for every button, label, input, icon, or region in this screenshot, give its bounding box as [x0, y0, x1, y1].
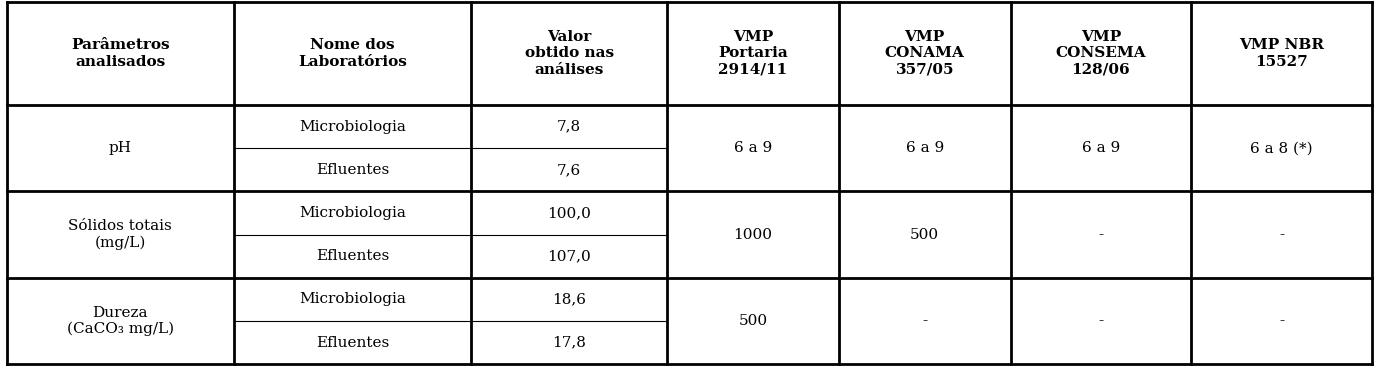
- Text: Parâmetros
analisados: Parâmetros analisados: [70, 38, 170, 68]
- Text: 17,8: 17,8: [552, 336, 586, 350]
- Text: -: -: [923, 314, 927, 328]
- Text: 6 a 8 (*): 6 a 8 (*): [1251, 141, 1313, 155]
- Text: VMP
CONSEMA
128/06: VMP CONSEMA 128/06: [1055, 30, 1146, 76]
- Text: pH: pH: [109, 141, 132, 155]
- Text: 6 a 9: 6 a 9: [906, 141, 943, 155]
- Text: 1000: 1000: [734, 228, 772, 242]
- Text: -: -: [1280, 314, 1284, 328]
- Text: Nome dos
Laboratórios: Nome dos Laboratórios: [298, 38, 407, 68]
- Text: 500: 500: [739, 314, 768, 328]
- Text: 6 a 9: 6 a 9: [1081, 141, 1120, 155]
- Text: Microbiologia: Microbiologia: [299, 120, 405, 134]
- Text: Microbiologia: Microbiologia: [299, 206, 405, 220]
- Text: 107,0: 107,0: [547, 249, 592, 263]
- Text: VMP NBR
15527: VMP NBR 15527: [1240, 38, 1324, 68]
- Text: Efluentes: Efluentes: [316, 249, 389, 263]
- Text: 500: 500: [910, 228, 939, 242]
- Text: Sólidos totais
(mg/L): Sólidos totais (mg/L): [69, 219, 172, 250]
- Text: Efluentes: Efluentes: [316, 163, 389, 177]
- Text: 6 a 9: 6 a 9: [734, 141, 772, 155]
- Text: -: -: [1098, 314, 1103, 328]
- Text: 7,6: 7,6: [557, 163, 582, 177]
- Text: -: -: [1098, 228, 1103, 242]
- Text: Efluentes: Efluentes: [316, 336, 389, 350]
- Text: Valor
obtido nas
análises: Valor obtido nas análises: [524, 30, 614, 76]
- Text: Dureza
(CaCO₃ mg/L): Dureza (CaCO₃ mg/L): [66, 306, 174, 336]
- Text: Microbiologia: Microbiologia: [299, 292, 405, 306]
- Text: 18,6: 18,6: [552, 292, 586, 306]
- Text: -: -: [1280, 228, 1284, 242]
- Text: VMP
Portaria
2914/11: VMP Portaria 2914/11: [718, 30, 787, 76]
- Text: 7,8: 7,8: [557, 120, 582, 134]
- Text: VMP
CONAMA
357/05: VMP CONAMA 357/05: [885, 30, 965, 76]
- Text: 100,0: 100,0: [547, 206, 592, 220]
